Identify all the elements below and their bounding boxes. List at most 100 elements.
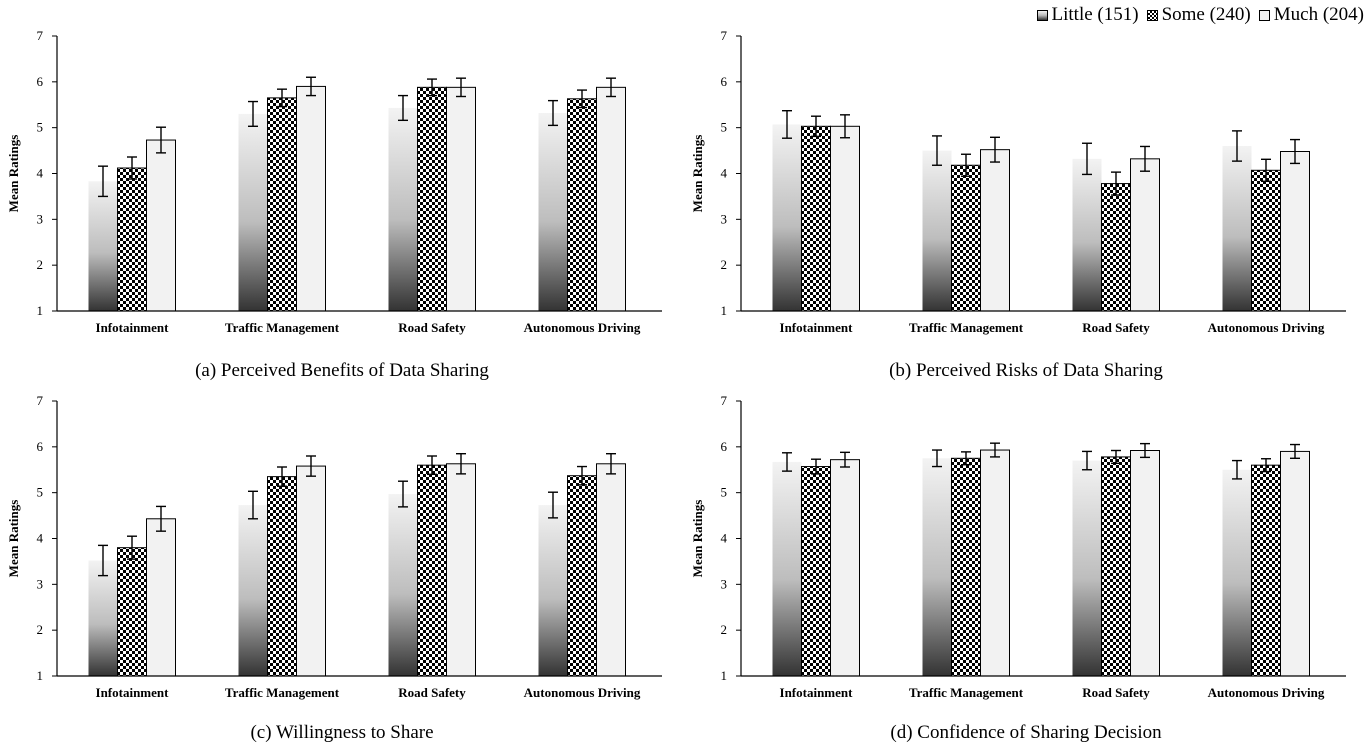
bar-little-infotainment (88, 560, 118, 676)
error-bar-much-road-safety (1140, 145, 1150, 172)
bar-little-traffic-management (922, 150, 952, 311)
bar-much-infotainment (830, 459, 860, 677)
bar-little-autonomous-driving (538, 113, 568, 311)
error-bar-much-infotainment (840, 451, 850, 468)
bar-much-traffic-management (296, 465, 326, 677)
bar-some-infotainment (117, 167, 147, 312)
caption-b: (b) Perceived Risks of Data Sharing (889, 360, 1163, 381)
y-tick-label: 6 (37, 74, 44, 89)
bar-some-road-safety (417, 86, 447, 312)
y-tick-label: 3 (721, 211, 728, 226)
y-tick-label: 2 (37, 257, 44, 272)
x-category-label-autonomous-driving: Autonomous Driving (1208, 320, 1325, 335)
y-tick-label: 5 (721, 485, 728, 500)
bar-little-infotainment (772, 124, 802, 311)
error-bar-much-road-safety (1140, 442, 1150, 459)
error-bar-some-road-safety (1111, 171, 1121, 196)
y-tick-label: 6 (37, 439, 44, 454)
error-bar-little-infotainment (98, 165, 108, 198)
bar-some-autonomous-driving (1251, 464, 1281, 677)
y-tick-label: 6 (721, 74, 728, 89)
error-bar-some-infotainment (127, 535, 137, 560)
bar-little-road-safety (1072, 158, 1102, 311)
error-bar-some-infotainment (127, 156, 137, 180)
chart-willingness-to-share: Mean Ratings 1 2 3 4 5 6 7 Infotainment Traffic M… (6, 393, 662, 700)
bar-much-road-safety (446, 86, 476, 312)
error-bar-little-traffic-management (932, 135, 942, 166)
x-category-label-autonomous-driving: Autonomous Driving (1208, 685, 1325, 700)
error-bar-much-autonomous-driving (606, 77, 616, 98)
bar-little-autonomous-driving (1222, 146, 1252, 311)
y-axis-label: Mean Ratings (690, 500, 705, 578)
bar-much-infotainment (146, 518, 176, 677)
y-tick-label: 4 (721, 531, 728, 546)
error-bar-some-road-safety (1111, 449, 1121, 465)
error-bar-some-autonomous-driving (577, 465, 587, 486)
y-tick-label: 3 (37, 576, 44, 591)
bar-some-traffic-management (951, 457, 981, 677)
y-tick-label: 2 (721, 257, 728, 272)
y-tick-label: 7 (721, 28, 728, 43)
error-bar-some-infotainment (811, 115, 821, 138)
bar-much-road-safety (446, 463, 476, 677)
bar-little-road-safety (388, 107, 418, 311)
bar-much-autonomous-driving (596, 86, 626, 312)
bar-little-autonomous-driving (538, 505, 568, 676)
error-bar-little-road-safety (398, 480, 408, 508)
legend-label-much: Much (204) (1273, 4, 1364, 25)
error-bar-little-infotainment (782, 452, 792, 472)
error-bar-some-infotainment (811, 458, 821, 475)
error-bar-little-traffic-management (248, 100, 258, 127)
bar-little-infotainment (772, 461, 802, 676)
y-axis-label: Mean Ratings (690, 135, 705, 213)
chart-perceived-risks: Mean Ratings 1 2 3 4 5 6 7 Infotainment Traffic M… (690, 28, 1346, 335)
error-bar-much-traffic-management (990, 136, 1000, 163)
y-tick-label: 1 (721, 668, 728, 683)
y-tick-label: 5 (721, 120, 728, 135)
y-tick-label: 6 (721, 439, 728, 454)
x-category-label-road-safety: Road Safety (1082, 685, 1150, 700)
legend-swatch-much (1258, 9, 1270, 21)
error-bar-little-autonomous-driving (548, 491, 558, 519)
bar-some-road-safety (1101, 183, 1131, 312)
bar-little-traffic-management (922, 458, 952, 676)
error-bar-little-road-safety (1082, 450, 1092, 471)
caption-d: (d) Confidence of Sharing Decision (890, 722, 1162, 743)
legend-label-little: Little (151) (1051, 4, 1139, 25)
error-bar-some-autonomous-driving (1261, 158, 1271, 182)
y-tick-label: 5 (37, 485, 44, 500)
error-bar-little-autonomous-driving (1232, 130, 1242, 162)
x-category-label-infotainment: Infotainment (96, 685, 170, 700)
bar-little-infotainment (88, 181, 118, 311)
x-category-label-autonomous-driving: Autonomous Driving (524, 320, 641, 335)
y-tick-label: 7 (37, 28, 44, 43)
bar-some-infotainment (117, 547, 147, 677)
legend-item-little: Little (151) (1036, 4, 1139, 26)
error-bar-little-infotainment (782, 110, 792, 139)
bar-much-infotainment (830, 125, 860, 312)
error-bar-some-road-safety (427, 455, 437, 476)
bar-much-traffic-management (980, 449, 1010, 677)
error-bar-much-infotainment (840, 114, 850, 139)
error-bar-much-autonomous-driving (1290, 443, 1300, 459)
chart-legend: Little (151) Some (240) Much (204) (1029, 2, 1364, 28)
x-category-label-traffic-management: Traffic Management (225, 685, 340, 700)
y-tick-label: 4 (37, 531, 44, 546)
bar-much-autonomous-driving (1280, 450, 1310, 677)
x-category-label-infotainment: Infotainment (96, 320, 170, 335)
error-bar-little-road-safety (398, 94, 408, 122)
bar-little-traffic-management (238, 113, 268, 312)
bar-some-infotainment (801, 466, 831, 677)
y-tick-label: 2 (37, 622, 44, 637)
y-tick-label: 1 (37, 303, 44, 318)
caption-c: (c) Willingness to Share (250, 722, 434, 743)
legend-swatch-some (1146, 9, 1158, 21)
bar-little-road-safety (388, 494, 418, 676)
error-bar-much-autonomous-driving (1290, 138, 1300, 165)
bar-some-traffic-management (267, 476, 297, 677)
error-bar-little-traffic-management (932, 449, 942, 468)
legend-item-much: Much (204) (1258, 4, 1364, 26)
error-bar-some-road-safety (427, 78, 437, 97)
x-category-label-road-safety: Road Safety (1082, 320, 1150, 335)
y-tick-label: 4 (37, 166, 44, 181)
